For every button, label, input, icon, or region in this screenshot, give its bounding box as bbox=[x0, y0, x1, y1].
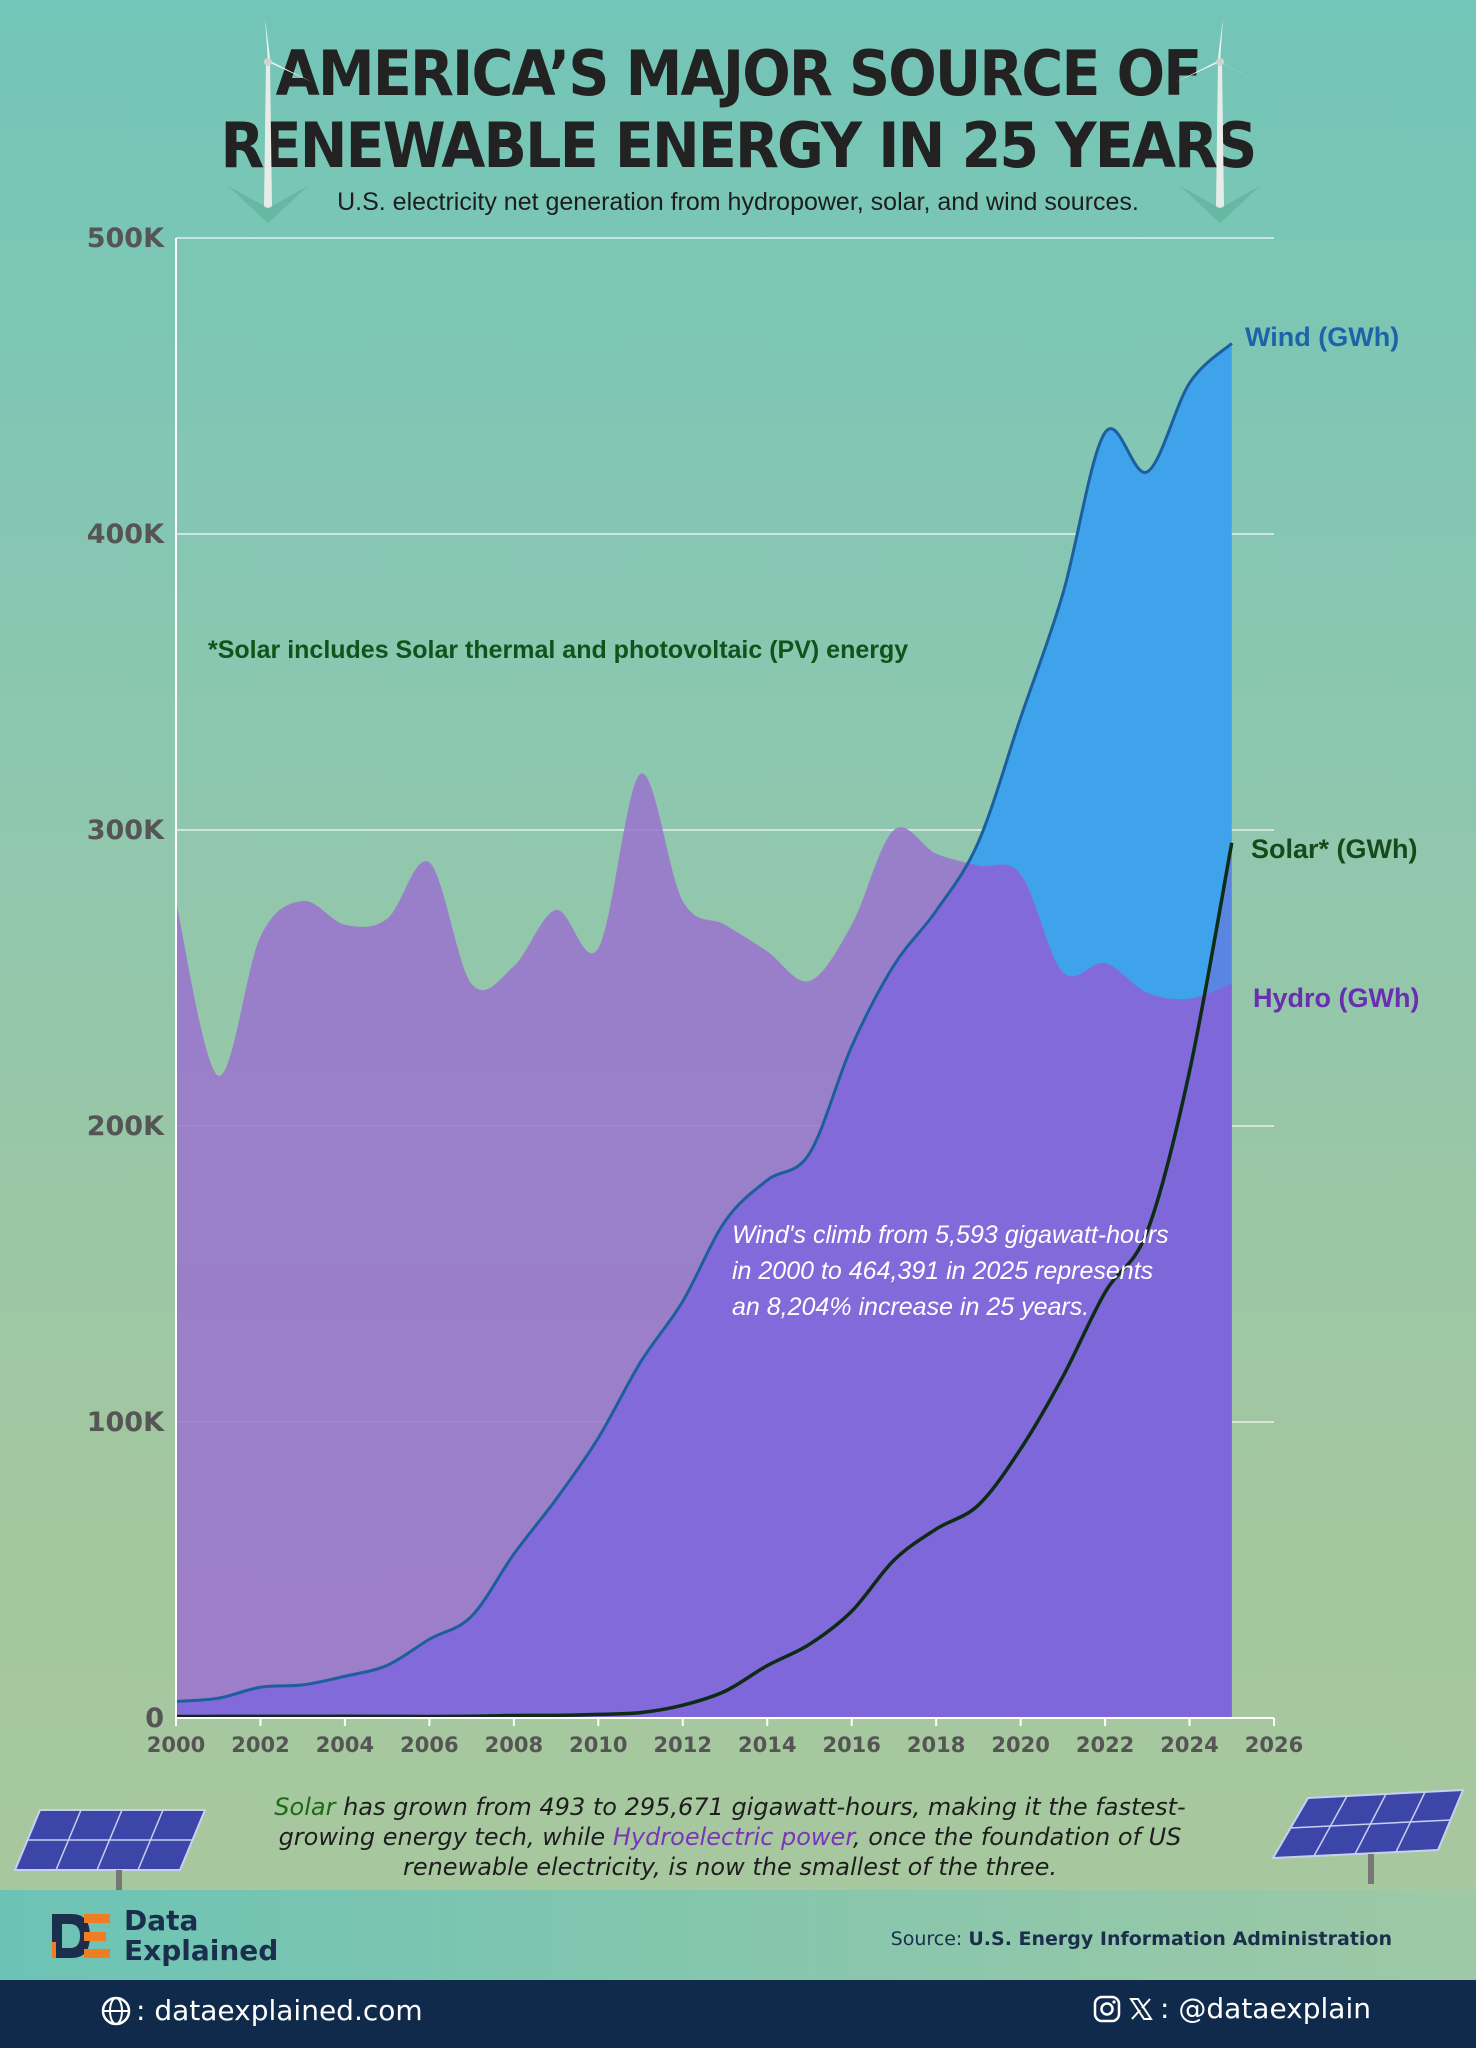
y-tick-label: 500K bbox=[87, 223, 165, 254]
website-text: : dataexplained.com bbox=[136, 1994, 423, 2027]
solar-series-label: Solar* (GWh) bbox=[1251, 834, 1418, 864]
title-line-1: AMERICA’S MAJOR SOURCE OF bbox=[275, 37, 1203, 110]
wind-turbine-icon bbox=[218, 18, 312, 223]
chart-subtitle: U.S. electricity net generation from hyd… bbox=[337, 188, 1139, 216]
brand-name: Data Explained bbox=[124, 1906, 278, 1966]
x-tick-label: 2024 bbox=[1160, 1733, 1218, 1757]
wind-annotation-line: in 2000 to 464,391 in 2025 represents bbox=[732, 1257, 1153, 1285]
x-tick-label: 2002 bbox=[231, 1733, 289, 1757]
wind-annotation-line: an 8,204% increase in 25 years. bbox=[732, 1293, 1089, 1321]
x-tick-label: 2022 bbox=[1076, 1733, 1134, 1757]
bottom-bar bbox=[0, 1980, 1476, 2048]
brand-line-2: Explained bbox=[124, 1934, 279, 1967]
wind-annotation-line: Wind's climb from 5,593 gigawatt-hours bbox=[732, 1221, 1169, 1249]
source-credit: Source: U.S. Energy Information Administ… bbox=[891, 1928, 1392, 1950]
data-explained-logo bbox=[52, 1914, 110, 1958]
y-tick-label: 100K bbox=[87, 1407, 165, 1438]
x-tick-label: 2010 bbox=[569, 1733, 627, 1757]
solar-keyword: Solar bbox=[274, 1793, 336, 1821]
brand-line-1: Data bbox=[124, 1904, 199, 1937]
solar-area bbox=[176, 842, 1232, 1718]
y-tick-label: 200K bbox=[87, 1111, 165, 1142]
source-name: U.S. Energy Information Administration bbox=[968, 1928, 1392, 1950]
renewable-energy-chart: 0 100K 200K 300K 400K 500K 2000 2002 2004 2006 200… bbox=[87, 223, 1420, 1757]
y-tick-label: 400K bbox=[87, 519, 165, 550]
x-tick-label: 2014 bbox=[738, 1733, 796, 1757]
solar-panel-icon bbox=[13, 1809, 207, 1890]
summary-text-1: has grown from 493 to 295,671 gigawatt-h… bbox=[278, 1793, 1186, 1851]
x-tick-label: 2026 bbox=[1245, 1733, 1303, 1757]
social-text: : @dataexplain bbox=[1160, 1992, 1371, 2025]
hydro-keyword: Hydroelectric power bbox=[612, 1823, 853, 1851]
wind-line bbox=[175, 342, 1233, 1703]
y-tick-label: 0 bbox=[145, 1703, 164, 1734]
y-tick-label: 300K bbox=[87, 815, 165, 846]
website-link[interactable]: : dataexplained.com bbox=[100, 1994, 423, 2027]
x-tick-label: 2018 bbox=[907, 1733, 965, 1757]
source-label: Source: bbox=[890, 1928, 963, 1950]
x-tick-label: 2006 bbox=[400, 1733, 458, 1757]
brand-strip bbox=[0, 1890, 1476, 1980]
x-tick-label: 2004 bbox=[316, 1733, 374, 1757]
globe-icon bbox=[101, 1996, 131, 2025]
x-icon bbox=[1129, 1997, 1153, 2020]
social-handle[interactable]: : @dataexplain bbox=[1092, 1992, 1371, 2025]
footer-summary: Solar has grown from 493 to 295,671 giga… bbox=[230, 1792, 1230, 1882]
wind-series-label: Wind (GWh) bbox=[1245, 322, 1399, 352]
x-tick-label: 2012 bbox=[654, 1733, 712, 1757]
solar-panel-icon bbox=[1271, 1788, 1465, 1884]
wind-overlap-area bbox=[176, 773, 1232, 1718]
x-tick-label: 2016 bbox=[822, 1733, 880, 1757]
x-tick-label: 2008 bbox=[485, 1733, 543, 1757]
solar-line bbox=[175, 842, 1234, 1719]
hydro-series-label: Hydro (GWh) bbox=[1253, 983, 1419, 1013]
solar-footnote: *Solar includes Solar thermal and photov… bbox=[208, 636, 908, 664]
x-tick-label: 2000 bbox=[147, 1733, 205, 1757]
instagram-icon bbox=[1093, 1995, 1121, 2022]
summary-text-2: , once the foundation of US renewable el… bbox=[402, 1823, 1182, 1881]
wind-turbine-icon bbox=[1176, 18, 1268, 223]
chart-title: AMERICA’S MAJOR SOURCE OF RENEWABLE ENER… bbox=[59, 38, 1417, 182]
title-line-2: RENEWABLE ENERGY IN 25 YEARS bbox=[220, 109, 1257, 182]
x-tick-label: 2020 bbox=[991, 1733, 1049, 1757]
